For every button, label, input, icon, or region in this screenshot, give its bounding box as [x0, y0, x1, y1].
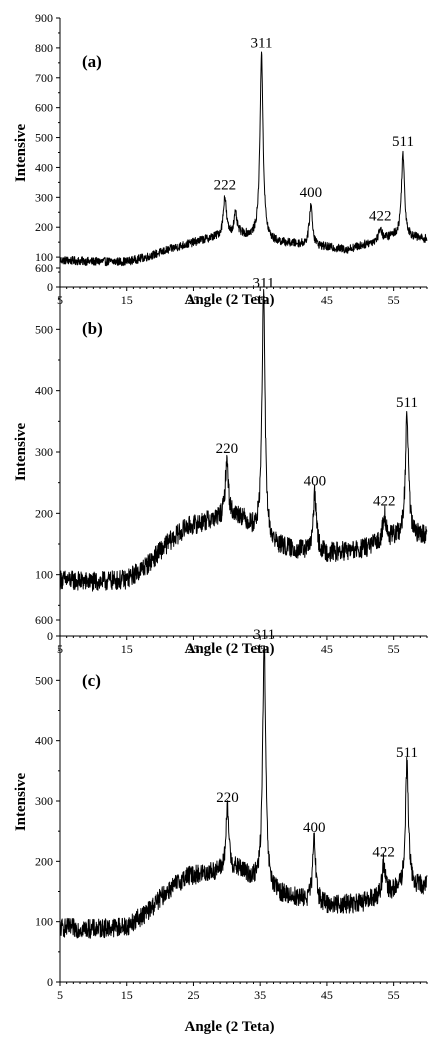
x-tick-label: 25 [187, 293, 199, 307]
peak-label-222: 222 [214, 177, 237, 193]
x-tick-label: 25 [187, 642, 199, 656]
peak-label-311: 311 [251, 35, 273, 51]
y-tick-label: 500 [35, 673, 53, 687]
x-axis-title: Angle (2 Teta) [185, 1019, 275, 1035]
x-tick-label: 55 [388, 293, 400, 307]
peak-label-511: 511 [392, 134, 414, 150]
y-tick-label: 600 [35, 613, 53, 627]
y-axis-title: Intensive [13, 123, 29, 182]
panel-3: 0 100 200 300 400 500 600 5 15 25 35 45 55 Angle (2 T… [13, 613, 428, 1035]
x-tick-label: 45 [321, 642, 333, 656]
x-tick-label: 55 [388, 988, 400, 1002]
peak-label-422: 422 [372, 844, 395, 860]
x-tick-label: 55 [388, 642, 400, 656]
y-tick-label: 600 [35, 261, 53, 275]
y-tick-label: 300 [35, 190, 53, 204]
y-tick-label: 0 [47, 629, 53, 643]
peak-label-220: 220 [216, 441, 239, 457]
y-tick-label: 300 [35, 794, 53, 808]
peak-label-311: 311 [253, 627, 275, 643]
y-tick-label: 0 [47, 975, 53, 989]
x-axis-title: Angle (2 Teta) [185, 292, 275, 308]
peak-label-400: 400 [304, 474, 327, 490]
y-tick-label: 900 [35, 11, 53, 25]
y-tick-label: 300 [35, 445, 53, 459]
y-tick-label: 600 [35, 101, 53, 115]
y-tick-label: 500 [35, 131, 53, 145]
x-tick-label: 35 [254, 988, 266, 1002]
y-tick-label: 400 [35, 384, 53, 398]
peak-label-511: 511 [396, 745, 418, 761]
x-tick-label: 5 [57, 988, 63, 1002]
xrd-trace [59, 51, 428, 267]
peak-label-311: 311 [253, 276, 275, 292]
y-tick-label: 200 [35, 220, 53, 234]
peak-label-400: 400 [303, 820, 326, 836]
y-axis-title: Intensive [13, 772, 29, 831]
x-tick-label: 15 [121, 293, 133, 307]
peak-label-422: 422 [373, 493, 396, 509]
x-tick-label: 15 [121, 642, 133, 656]
x-tick-label: 15 [121, 988, 133, 1002]
y-tick-label: 800 [35, 41, 53, 55]
peak-label-422: 422 [369, 209, 392, 225]
x-tick-label: 45 [321, 988, 333, 1002]
y-tick-label: 100 [35, 250, 53, 264]
panel-label: (c) [82, 671, 101, 690]
x-tick-label: 25 [187, 988, 199, 1002]
panel-label: (b) [82, 319, 103, 338]
y-tick-label: 400 [35, 160, 53, 174]
y-tick-label: 100 [35, 915, 53, 929]
x-tick-label: 45 [321, 293, 333, 307]
xrd-trace [59, 289, 428, 592]
y-tick-label: 400 [35, 734, 53, 748]
y-axis-title: Intensive [13, 422, 29, 481]
x-tick-label: 35 [254, 642, 266, 656]
y-tick-label: 500 [35, 322, 53, 336]
x-axis-title: Angle (2 Teta) [185, 641, 275, 657]
peak-label-220: 220 [216, 790, 239, 806]
y-tick-label: 200 [35, 854, 53, 868]
peak-label-400: 400 [300, 185, 323, 201]
y-tick-label: 200 [35, 506, 53, 520]
y-tick-label: 100 [35, 568, 53, 582]
y-tick-label: 700 [35, 71, 53, 85]
y-tick-label: 0 [47, 280, 53, 294]
panel-label: (a) [82, 52, 102, 71]
peak-label-511: 511 [396, 395, 418, 411]
xrd-trace [59, 646, 428, 939]
